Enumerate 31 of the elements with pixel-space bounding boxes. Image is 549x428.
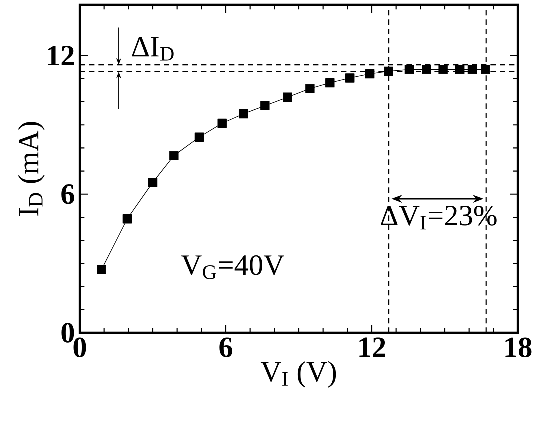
point <box>148 178 158 188</box>
point <box>422 65 432 74</box>
point <box>306 84 315 94</box>
x-tick-label: 12 <box>360 338 386 358</box>
point <box>97 265 106 275</box>
point <box>455 65 465 74</box>
y-tick-label: 6 <box>62 184 74 204</box>
point <box>239 109 248 119</box>
annotation: ΔV$_{I}$=23% <box>381 206 497 230</box>
point <box>326 78 335 88</box>
x-tick-label: 6 <box>220 338 232 358</box>
point <box>481 65 490 74</box>
point <box>346 74 355 83</box>
point <box>170 151 179 160</box>
point <box>283 92 292 102</box>
y-axis-title: I$_{D}$ (mA) <box>18 122 45 216</box>
point <box>365 69 375 79</box>
y-tick-label: 12 <box>48 46 74 66</box>
point <box>194 132 204 142</box>
point <box>218 118 227 128</box>
point <box>468 65 478 74</box>
annotation: ΔI$_{D}$ <box>132 37 174 61</box>
point <box>122 214 132 224</box>
x-axis-title: V$_{I}$ (V) <box>260 361 336 388</box>
point <box>384 66 394 76</box>
x-tick-label: 18 <box>506 338 532 358</box>
point <box>260 101 270 111</box>
point <box>438 65 448 74</box>
y-tick-label: 0 <box>62 323 74 343</box>
point <box>404 65 414 74</box>
annotation: V$_{G}$=40V <box>181 255 284 280</box>
